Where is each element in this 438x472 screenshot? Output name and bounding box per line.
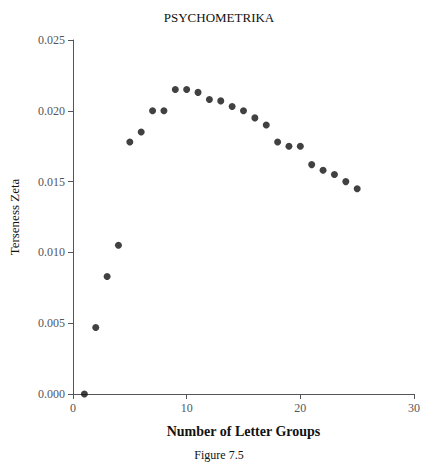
svg-text:Number of Letter Groups: Number of Letter Groups [167,424,321,439]
svg-text:0.020: 0.020 [38,104,65,118]
svg-text:0.005: 0.005 [38,316,65,330]
svg-text:Figure 7.5: Figure 7.5 [194,448,243,462]
svg-text:30: 30 [408,401,420,415]
svg-text:0.015: 0.015 [38,175,65,189]
svg-text:10: 10 [181,401,193,415]
svg-text:0: 0 [70,401,76,415]
svg-text:PSYCHOMETRIKA: PSYCHOMETRIKA [164,10,275,25]
svg-text:0.010: 0.010 [38,245,65,259]
svg-text:Terseness Zeta: Terseness Zeta [7,178,22,255]
svg-text:0.025: 0.025 [38,33,65,47]
svg-text:20: 20 [294,401,306,415]
svg-text:0.000: 0.000 [38,387,65,401]
